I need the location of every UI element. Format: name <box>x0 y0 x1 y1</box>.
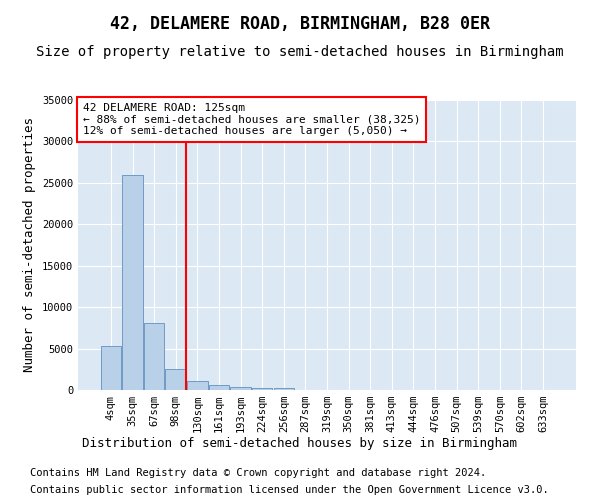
Text: Contains HM Land Registry data © Crown copyright and database right 2024.: Contains HM Land Registry data © Crown c… <box>30 468 486 477</box>
Text: 42, DELAMERE ROAD, BIRMINGHAM, B28 0ER: 42, DELAMERE ROAD, BIRMINGHAM, B28 0ER <box>110 15 490 33</box>
Bar <box>122 174 143 390</box>
Text: Distribution of semi-detached houses by size in Birmingham: Distribution of semi-detached houses by … <box>83 438 517 450</box>
Bar <box>187 381 208 390</box>
Bar <box>252 388 272 390</box>
Bar <box>230 387 251 390</box>
Bar <box>144 323 164 390</box>
Bar <box>274 388 294 390</box>
Text: 42 DELAMERE ROAD: 125sqm
← 88% of semi-detached houses are smaller (38,325)
12% : 42 DELAMERE ROAD: 125sqm ← 88% of semi-d… <box>83 103 421 136</box>
Text: Contains public sector information licensed under the Open Government Licence v3: Contains public sector information licen… <box>30 485 549 495</box>
Bar <box>166 370 186 390</box>
Y-axis label: Number of semi-detached properties: Number of semi-detached properties <box>23 118 37 372</box>
Bar <box>209 385 229 390</box>
Text: Size of property relative to semi-detached houses in Birmingham: Size of property relative to semi-detach… <box>36 45 564 59</box>
Bar <box>101 346 121 390</box>
